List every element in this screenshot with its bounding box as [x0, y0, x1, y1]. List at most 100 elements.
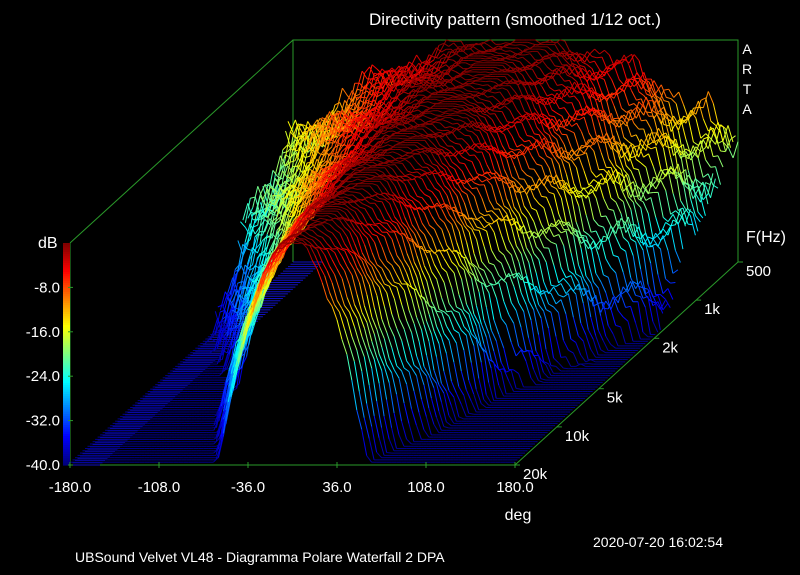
- slice-segment: [415, 85, 422, 87]
- slice-segment: [440, 86, 446, 92]
- slice-segment: [516, 197, 522, 213]
- slice-segment: [452, 122, 458, 125]
- slice-segment: [558, 135, 565, 145]
- slice-segment: [338, 115, 345, 133]
- slice-segment: [628, 153, 635, 169]
- slice-segment: [476, 215, 482, 220]
- waterfall-slice: [280, 50, 726, 274]
- slice-segment: [621, 63, 628, 80]
- slice-segment: [665, 190, 672, 215]
- slice-segment: [361, 84, 368, 108]
- slice-segment: [438, 80, 444, 82]
- slice-segment: [486, 148, 492, 151]
- slice-segment: [697, 100, 704, 120]
- slice-segment: [554, 69, 560, 76]
- slice-segment: [692, 145, 699, 159]
- slice-segment: [509, 109, 516, 120]
- slice-segment: [383, 101, 390, 110]
- slice-segment: [338, 128, 345, 134]
- slice-segment: [403, 101, 409, 103]
- slice-segment: [376, 68, 383, 80]
- slice-segment: [608, 174, 615, 185]
- slice-segment: [574, 117, 580, 121]
- slice-segment: [319, 123, 326, 132]
- slice-segment: [492, 50, 499, 54]
- slice-segment: [311, 119, 318, 127]
- slice-segment: [403, 79, 410, 93]
- slice-segment: [529, 64, 536, 70]
- slice-segment: [553, 131, 560, 137]
- slice-segment: [439, 164, 446, 170]
- slice-segment: [442, 96, 449, 100]
- slice-segment: [725, 139, 731, 152]
- slice-segment: [692, 100, 699, 114]
- slice-segment: [650, 197, 657, 218]
- slice-segment: [650, 95, 657, 113]
- slice-segment: [563, 245, 570, 271]
- slice-segment: [418, 102, 424, 105]
- slice-segment: [703, 136, 709, 140]
- slice-segment: [536, 99, 543, 114]
- slice-segment: [374, 72, 380, 77]
- slice-segment: [520, 292, 527, 305]
- slice-segment: [467, 130, 473, 133]
- slice-segment: [650, 128, 657, 146]
- slice-segment: [502, 60, 508, 63]
- slice-segment: [254, 195, 261, 221]
- slice-segment: [472, 74, 479, 77]
- slice-segment: [520, 253, 527, 275]
- slice-segment: [405, 83, 412, 91]
- slice-segment: [488, 214, 495, 223]
- slice-segment: [398, 101, 404, 113]
- slice-segment: [517, 66, 523, 71]
- slice-segment: [411, 54, 418, 66]
- slice-segment: [608, 65, 615, 72]
- slice-segment: [635, 158, 642, 164]
- slice-segment: [603, 79, 610, 96]
- slice-segment: [402, 163, 408, 172]
- slice-segment: [287, 144, 294, 151]
- slice-segment: [540, 378, 547, 381]
- slice-segment: [655, 132, 662, 140]
- slice-segment: [272, 184, 279, 212]
- slice-segment: [455, 95, 461, 97]
- slice-segment: [488, 262, 495, 266]
- slice-segment: [454, 155, 461, 164]
- slice-segment: [466, 159, 473, 163]
- slice-segment: [700, 97, 707, 101]
- slice-segment: [274, 187, 281, 205]
- slice-segment: [443, 42, 449, 47]
- slice-segment: [554, 44, 561, 54]
- slice-segment: [645, 167, 652, 188]
- slice-segment: [445, 65, 452, 73]
- slice-segment: [410, 135, 416, 138]
- slice-segment: [561, 70, 568, 74]
- slice-segment: [673, 149, 679, 156]
- slice-segment: [644, 307, 651, 335]
- slice-segment: [405, 81, 412, 89]
- slice-segment: [638, 60, 645, 80]
- slice-segment: [386, 91, 392, 99]
- slice-segment: [514, 68, 521, 72]
- slice-segment: [547, 53, 553, 56]
- slice-segment: [515, 310, 522, 328]
- slice-segment: [672, 214, 679, 225]
- slice-segment: [541, 165, 547, 181]
- slice-segment: [326, 146, 333, 153]
- slice-segment: [636, 72, 642, 80]
- slice-segment: [259, 183, 266, 195]
- slice-segment: [577, 335, 584, 342]
- slice-segment: [623, 176, 629, 198]
- slice-segment: [571, 84, 578, 95]
- slice-segment: [498, 250, 505, 256]
- slice-segment: [618, 117, 625, 138]
- slice-segment: [496, 202, 502, 208]
- slice-segment: [628, 79, 635, 87]
- slice-segment: [540, 318, 547, 350]
- slice-segment: [675, 170, 682, 201]
- slice-segment: [464, 122, 470, 125]
- slice-segment: [596, 102, 603, 121]
- slice-segment: [645, 119, 652, 130]
- slice-segment: [386, 74, 392, 79]
- slice-segment: [334, 102, 341, 106]
